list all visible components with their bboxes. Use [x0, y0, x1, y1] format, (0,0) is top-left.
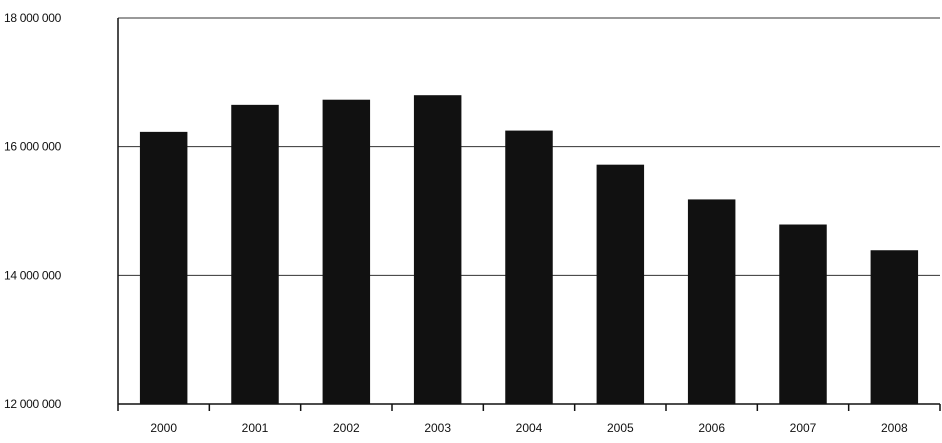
x-tick-label: 2007: [790, 421, 817, 435]
bar-2006: [687, 199, 736, 404]
bar-2004: [505, 130, 553, 405]
bars: [139, 95, 919, 405]
x-tick-label: 2006: [698, 421, 725, 435]
y-tick-label: 18 000 000: [4, 11, 62, 25]
y-tick-label: 14 000 000: [4, 268, 62, 282]
x-axis-labels: 2000 2001 2002 2003 2004 2005 2006 2007 2008: [150, 421, 908, 435]
bar-2003: [413, 95, 462, 404]
x-tick-label: 2005: [607, 421, 634, 435]
bar-2000: [139, 131, 188, 404]
x-tick-label: 2000: [150, 421, 177, 435]
bar-2005: [596, 164, 645, 404]
axes: [117, 18, 940, 405]
x-tick-label: 2004: [516, 421, 543, 435]
y-axis-labels: 12 000 000 14 000 000 16 000 000 18 000 000: [4, 11, 62, 411]
y-tick-label: 12 000 000: [4, 397, 62, 411]
bar-2002: [322, 99, 371, 404]
x-tick-label: 2008: [881, 421, 908, 435]
x-tick-label: 2001: [242, 421, 269, 435]
x-axis-ticks: [117, 404, 941, 411]
bar-2008: [870, 250, 919, 404]
bar-2007: [779, 224, 827, 404]
x-tick-label: 2002: [333, 421, 360, 435]
x-tick-label: 2003: [424, 421, 451, 435]
bar-2001: [231, 104, 279, 404]
y-tick-label: 16 000 000: [4, 140, 62, 154]
